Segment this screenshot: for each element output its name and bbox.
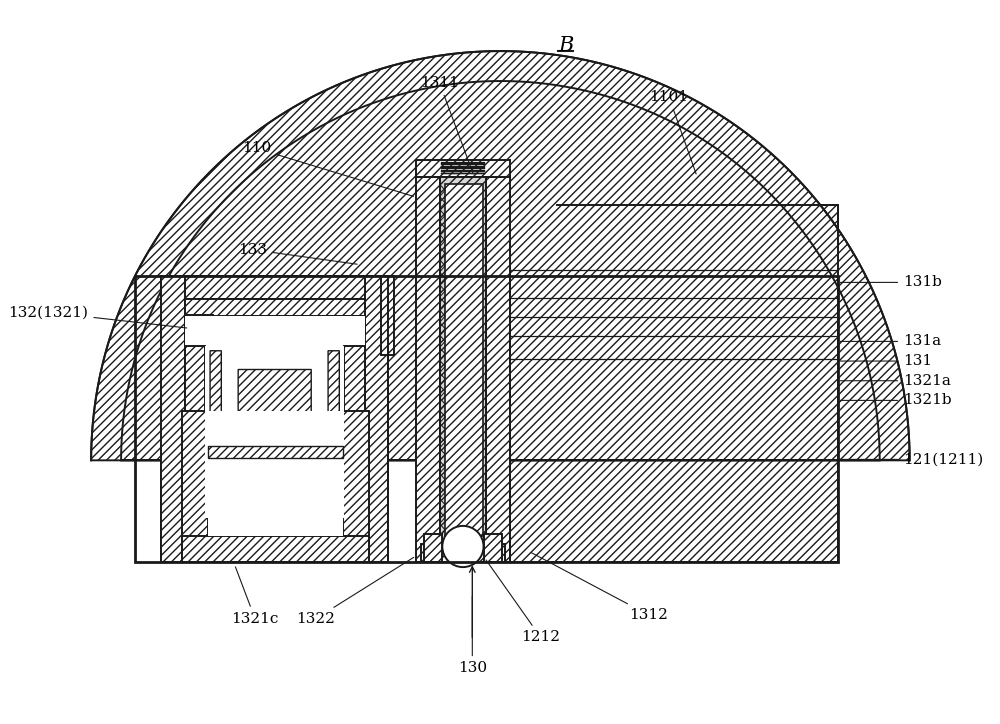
Bar [161, 276, 388, 563]
Bar [484, 534, 502, 563]
Bar [185, 315, 213, 332]
Bar [365, 276, 388, 563]
Bar [445, 184, 483, 536]
Polygon shape [91, 51, 910, 460]
Bar [440, 177, 486, 544]
Bar [208, 411, 343, 536]
Bar [344, 346, 365, 539]
Bar [205, 346, 344, 518]
Text: 1311: 1311 [420, 76, 473, 174]
Text: 131b: 131b [840, 275, 942, 290]
Bar [182, 411, 208, 563]
Bar [510, 276, 838, 563]
Text: 1212: 1212 [486, 560, 560, 644]
Text: 1321b: 1321b [840, 393, 952, 408]
Bar [161, 276, 388, 299]
Bar [182, 536, 369, 563]
Text: 1321c: 1321c [231, 567, 279, 626]
Polygon shape [185, 316, 365, 346]
Bar [161, 276, 185, 563]
Bar [421, 544, 505, 563]
Bar [557, 205, 838, 276]
Bar [486, 177, 510, 563]
Text: 1321a: 1321a [840, 374, 951, 388]
Text: 121(1211): 121(1211) [840, 452, 983, 466]
Bar [185, 316, 365, 445]
Bar [185, 346, 205, 539]
Bar [161, 539, 388, 563]
Text: 132(1321): 132(1321) [8, 306, 187, 328]
Text: 1101: 1101 [649, 90, 696, 174]
Text: B: B [558, 36, 574, 55]
Polygon shape [210, 350, 339, 514]
Bar [416, 177, 440, 563]
Text: 131a: 131a [840, 334, 941, 348]
Text: 1322: 1322 [296, 557, 414, 626]
Polygon shape [91, 51, 910, 460]
Circle shape [442, 526, 484, 567]
Bar [343, 411, 369, 563]
Bar [381, 276, 394, 355]
Bar [424, 534, 442, 563]
Text: 133: 133 [238, 243, 357, 264]
Text: 110: 110 [242, 141, 413, 196]
Bar [185, 518, 365, 539]
Text: 131: 131 [840, 354, 932, 368]
Text: 130: 130 [458, 596, 487, 675]
Text: 1312: 1312 [531, 552, 668, 622]
Bar [185, 299, 365, 316]
Bar [208, 446, 343, 458]
Bar [416, 160, 510, 177]
